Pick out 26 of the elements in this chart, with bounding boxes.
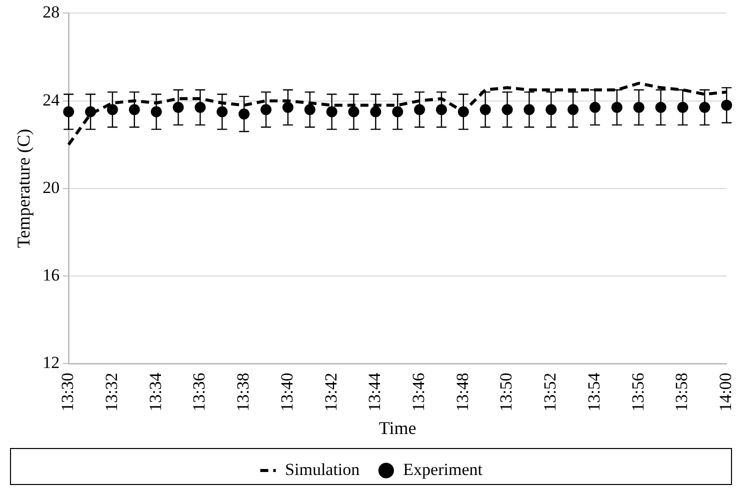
- x-tick-label: 13:40: [277, 372, 296, 412]
- x-axis-title: Time: [378, 418, 416, 438]
- y-axis-title: Temperature (C): [14, 128, 34, 248]
- x-tick-label: 13:32: [102, 372, 121, 412]
- legend-label: Simulation: [285, 460, 360, 479]
- x-tick-label: 13:46: [409, 372, 428, 412]
- x-tick-label: 13:38: [234, 372, 253, 412]
- x-tick-label: 13:56: [628, 372, 648, 412]
- y-tick-label: 20: [42, 178, 60, 197]
- x-tick-label: 13:58: [672, 372, 692, 412]
- x-tick-label: 13:34: [146, 372, 165, 412]
- y-tick-label: 28: [42, 2, 60, 22]
- x-tick-label: 13:30: [58, 372, 78, 412]
- line-series: [67, 82, 728, 146]
- x-tick-label: 13:52: [540, 372, 560, 412]
- x-tick-label: 14:00: [716, 372, 736, 412]
- y-tick-label: 12: [42, 353, 60, 372]
- y-tick-label: 16: [42, 266, 60, 285]
- x-tick-label: 13:36: [190, 372, 209, 412]
- x-tick-label: 13:48: [452, 372, 472, 412]
- x-tick-label: 13:54: [584, 372, 604, 412]
- y-tick-label: 24: [42, 90, 60, 110]
- x-tick-label: 13:50: [496, 372, 516, 412]
- x-tick-label: 13:42: [321, 372, 340, 412]
- legend-label: Experiment: [403, 460, 483, 479]
- x-tick-label: 13:44: [365, 372, 384, 412]
